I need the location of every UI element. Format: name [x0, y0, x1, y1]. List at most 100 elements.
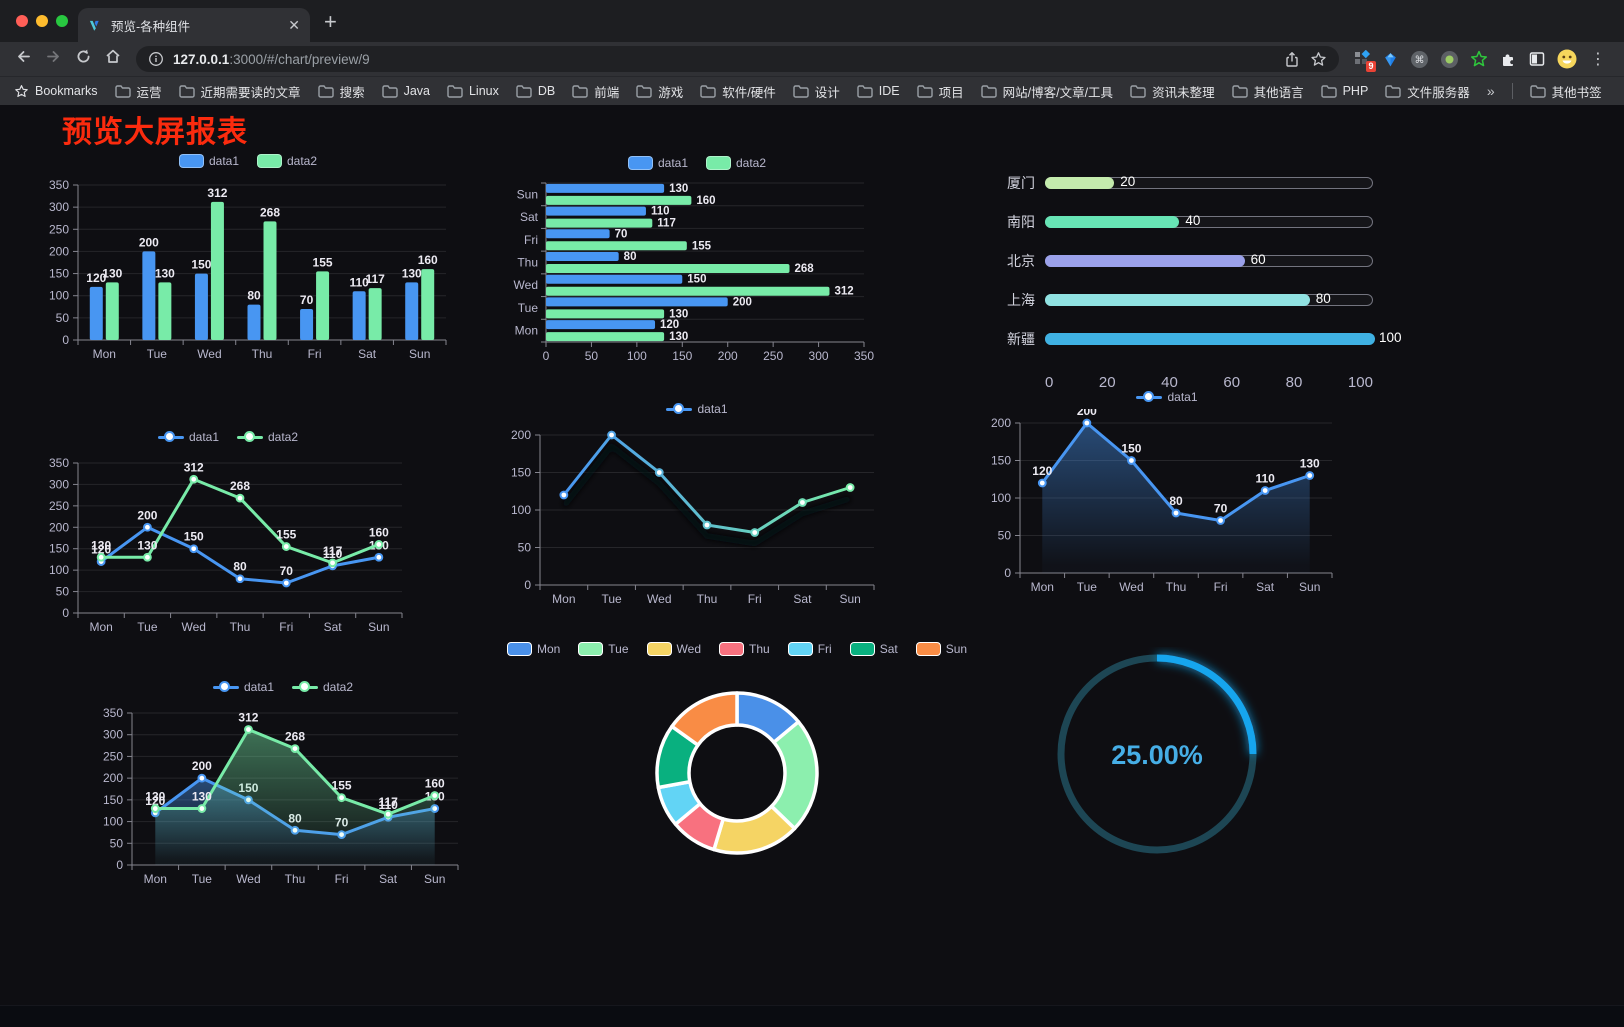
- legend-item[interactable]: data2: [257, 154, 317, 168]
- svg-text:155: 155: [276, 528, 296, 542]
- bookmark-item[interactable]: 近期需要读的文章: [178, 82, 301, 101]
- bookmark-item[interactable]: 其他语言: [1231, 82, 1304, 101]
- svg-text:350: 350: [49, 456, 69, 470]
- new-tab-button[interactable]: +: [324, 9, 337, 34]
- apps-grid-extension-icon[interactable]: 9: [1353, 50, 1376, 72]
- legend-item[interactable]: data1: [1136, 390, 1198, 404]
- axis-tick-label: 80: [1285, 374, 1303, 391]
- menu-icon[interactable]: ⋮: [1590, 51, 1606, 68]
- bookmark-item[interactable]: 软件/硬件: [700, 82, 776, 101]
- svg-text:200: 200: [991, 416, 1011, 430]
- chart-line-gradient[interactable]: data1 0 50 100 150 200 Mon Tue Wed Thu Fri Sat Sun: [504, 399, 890, 611]
- svg-text:155: 155: [692, 240, 712, 252]
- bookmark-item[interactable]: 网站/博客/文章/工具: [980, 82, 1113, 101]
- gem-extension-icon[interactable]: [1382, 51, 1399, 68]
- legend-item[interactable]: data1: [178, 154, 239, 168]
- bookmark-item[interactable]: 设计: [793, 82, 840, 101]
- bookmark-item[interactable]: Java: [381, 82, 430, 101]
- legend-item[interactable]: data1: [627, 156, 688, 170]
- legend-item[interactable]: Fri: [787, 642, 832, 656]
- home-icon[interactable]: [98, 48, 128, 70]
- address-bar[interactable]: 127.0.0.1:3000/#/chart/preview/9: [136, 46, 1339, 72]
- profile-avatar-icon[interactable]: [1557, 49, 1577, 69]
- bookmark-star-icon[interactable]: [1310, 51, 1327, 68]
- chart-bar-grouped-horizontal[interactable]: data1 data2 Sun Sat Fri Thu Wed Tue Mon 0 50 100 150…: [504, 153, 890, 368]
- record-dot-extension-icon[interactable]: [1440, 50, 1459, 69]
- bookmark-label: 资讯未整理: [1152, 85, 1215, 100]
- svg-text:110: 110: [1255, 472, 1275, 486]
- bookmark-item[interactable]: 运营: [114, 82, 162, 101]
- forward-icon[interactable]: [38, 48, 68, 70]
- svg-text:130: 130: [91, 538, 111, 552]
- reload-icon[interactable]: [68, 48, 98, 70]
- chart-donut[interactable]: Mon Tue Wed Thu Fri Sat Sun: [506, 639, 967, 897]
- svg-text:130: 130: [669, 308, 688, 320]
- bookmark-item[interactable]: 文件服务器: [1385, 82, 1470, 101]
- bookmark-item[interactable]: 搜索: [317, 82, 365, 101]
- bookmark-item[interactable]: 游戏: [636, 82, 683, 101]
- legend-item[interactable]: data2: [706, 156, 766, 170]
- legend-label: data2: [323, 680, 354, 694]
- svg-text:80: 80: [233, 560, 247, 574]
- legend-item[interactable]: data1: [666, 402, 728, 416]
- bookmarks-overflow-chevron[interactable]: »: [1486, 83, 1495, 99]
- svg-text:130: 130: [137, 538, 157, 552]
- green-star-extension-icon[interactable]: [1470, 50, 1488, 68]
- bookmark-folders: 运营 近期需要读的文章 搜索 Java Linux DB 前端 游戏 软件/硬件 设计 IDE 项目 网…: [114, 82, 1470, 101]
- svg-text:300: 300: [103, 728, 123, 742]
- window-controls: [16, 15, 68, 27]
- axis-tick-label: 40: [1161, 374, 1178, 391]
- svg-text:Sun: Sun: [424, 872, 445, 886]
- legend-item[interactable]: Wed: [646, 642, 701, 656]
- chart-area-two-series[interactable]: data1 data2 0 50 100 150 200 250 300 350 Mon Tue Wed…: [96, 677, 470, 891]
- chart-area-single[interactable]: data1 0 50 100 150 200 Mon Tue Wed Thu Fri Sat Sun 12…: [986, 387, 1348, 601]
- bookmark-item[interactable]: 项目: [916, 82, 964, 101]
- chart-bar-grouped-vertical[interactable]: data1 data2 0 50 100 150 200 250 300 350 Mon Tue Wed…: [42, 151, 454, 366]
- legend-item[interactable]: data1: [157, 430, 219, 444]
- legend-item[interactable]: Mon: [506, 642, 560, 656]
- bookmark-item[interactable]: Linux: [447, 82, 499, 101]
- legend-item[interactable]: Sun: [915, 642, 967, 656]
- folder-icon: [636, 84, 652, 98]
- share-icon[interactable]: [1284, 51, 1300, 68]
- tab-close-icon[interactable]: ✕: [288, 17, 300, 33]
- chart-progress-bars[interactable]: 厦门 20 南阳 40 北京 60 上海 80 新疆 100 0 20 40 60 80 100: [995, 157, 1402, 392]
- bookmark-label: 游戏: [658, 85, 684, 100]
- legend-item[interactable]: Sat: [849, 642, 898, 656]
- window-zoom-button[interactable]: [56, 15, 68, 27]
- svg-text:Tue: Tue: [192, 872, 213, 886]
- back-icon[interactable]: [8, 48, 38, 70]
- browser-tab[interactable]: 预览-各种组件 ✕: [78, 8, 310, 42]
- svg-text:Thu: Thu: [697, 592, 718, 606]
- legend-item[interactable]: data2: [292, 680, 353, 694]
- bookmarks-manager[interactable]: Bookmarks: [14, 84, 98, 99]
- legend-marker-icon: [237, 430, 263, 444]
- chart-line-two-series[interactable]: data1 data2 0 50 100 150 200 250 300 350 Mon Tue Wed…: [42, 427, 414, 639]
- axis-tick-label: 20: [1098, 374, 1116, 391]
- legend-item[interactable]: Thu: [719, 642, 770, 656]
- legend-marker-icon: [787, 642, 813, 656]
- window-minimize-button[interactable]: [36, 15, 48, 27]
- bookmark-item[interactable]: 资讯未整理: [1130, 82, 1215, 101]
- legend-item[interactable]: data2: [237, 430, 298, 444]
- sidebar-toggle-icon[interactable]: [1528, 50, 1546, 68]
- legend-marker-icon: [178, 154, 204, 168]
- bookmark-item[interactable]: DB: [516, 82, 555, 101]
- window-close-button[interactable]: [16, 15, 28, 27]
- chart-gauge[interactable]: 25.00%: [1046, 647, 1268, 865]
- gauge-value: 25.00%: [1111, 740, 1203, 770]
- other-bookmarks[interactable]: 其他书签: [1529, 82, 1602, 101]
- info-icon[interactable]: [148, 51, 164, 67]
- svg-text:80: 80: [1169, 494, 1183, 508]
- legend-item[interactable]: Tue: [578, 642, 629, 656]
- legend-item[interactable]: data1: [212, 680, 274, 694]
- puzzle-extensions-icon[interactable]: [1499, 50, 1517, 68]
- bookmark-item[interactable]: IDE: [857, 82, 900, 101]
- bookmark-item[interactable]: 前端: [572, 82, 619, 101]
- progress-track: 60: [1045, 252, 1373, 267]
- command-extension-icon[interactable]: ⌘: [1410, 50, 1429, 69]
- bookmark-item[interactable]: PHP: [1320, 82, 1368, 101]
- svg-text:Sun: Sun: [517, 187, 538, 201]
- svg-text:Mon: Mon: [89, 620, 112, 634]
- bookmark-label: 软件/硬件: [722, 85, 776, 100]
